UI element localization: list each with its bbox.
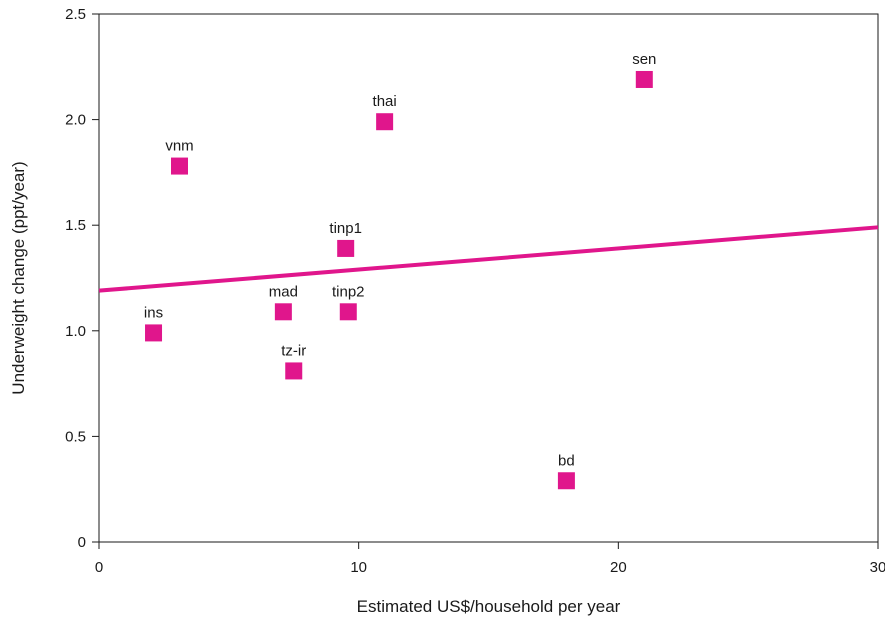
point-label: ins [144,304,163,321]
data-points: ins vnm mad tz-ir tinp1 tinp2 thai bd sen [144,51,656,490]
x-tick-label: 10 [350,559,367,576]
data-point-tinp1: tinp1 [329,220,362,257]
point-label: tinp1 [329,220,362,237]
y-tick-label: 1.5 [65,217,86,234]
data-point-ins: ins [144,304,163,342]
point-label: mad [269,283,298,300]
point-label: bd [558,452,575,469]
data-point-mad: mad [269,283,298,321]
point-label: tz-ir [281,342,306,359]
point-marker [274,303,292,321]
y-tick-label: 2.0 [65,112,86,129]
y-axis: 0 0.5 1.0 1.5 2.0 2.5 [65,6,99,551]
x-tick-label: 0 [95,559,103,576]
y-tick-label: 1.0 [65,323,86,340]
point-label: thai [373,93,397,110]
point-marker [339,303,357,321]
point-marker [376,113,394,131]
point-label: sen [632,51,656,68]
data-point-tinp2: tinp2 [332,283,365,321]
x-tick-label: 30 [870,559,885,576]
x-axis-title: Estimated US$/household per year [357,597,621,616]
data-point-thai: thai [373,93,397,131]
plot-border [98,13,879,543]
data-point-bd: bd [557,452,575,490]
y-tick-label: 2.5 [65,6,86,23]
data-point-tz-ir: tz-ir [281,342,306,380]
data-point-vnm: vnm [165,138,194,175]
y-tick-label: 0 [78,534,86,551]
point-label: vnm [165,138,193,155]
point-marker [557,472,575,490]
x-tick-label: 20 [610,559,627,576]
plot-frame [98,13,879,543]
point-marker [170,157,188,175]
x-axis: 0 10 20 30 [95,542,885,576]
y-tick-label: 0.5 [65,428,86,445]
y-axis-title: Underweight change (ppt/year) [9,161,28,394]
point-marker [285,362,303,380]
point-marker [337,239,355,257]
point-label: tinp2 [332,283,365,300]
trendline [98,225,879,293]
point-marker [145,324,163,342]
point-marker [635,70,653,88]
data-point-sen: sen [632,51,656,88]
